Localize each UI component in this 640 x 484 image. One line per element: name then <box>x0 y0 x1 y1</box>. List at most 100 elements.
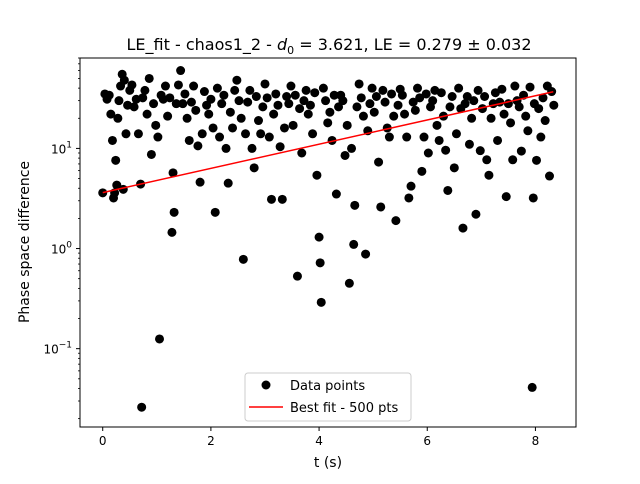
data-point <box>408 97 418 107</box>
data-point <box>327 135 337 145</box>
data-point <box>347 143 357 153</box>
data-point <box>249 163 259 173</box>
data-point <box>323 118 333 128</box>
data-point <box>358 111 368 121</box>
data-point <box>432 120 442 130</box>
data-point <box>140 85 150 95</box>
data-point <box>434 135 444 145</box>
data-point <box>284 99 294 109</box>
data-point <box>286 81 296 91</box>
data-point <box>523 126 533 136</box>
data-point <box>321 96 331 106</box>
data-point <box>508 155 518 165</box>
data-point <box>436 88 446 98</box>
data-point <box>382 123 392 133</box>
data-point <box>318 83 328 93</box>
data-point <box>273 100 283 110</box>
data-point <box>149 99 159 109</box>
x-tick-label: 8 <box>532 434 540 448</box>
data-point <box>421 89 431 99</box>
data-point <box>243 97 253 107</box>
data-point <box>195 177 205 187</box>
data-point <box>104 90 114 100</box>
data-point <box>342 120 352 130</box>
data-point <box>527 382 537 392</box>
data-point <box>275 142 285 152</box>
x-tick-label: 2 <box>207 434 215 448</box>
data-point <box>428 96 438 106</box>
title-suffix: = 3.621, LE = 0.279 ± 0.032 <box>294 35 531 54</box>
data-point <box>354 79 364 89</box>
chart-title: LE_fit - chaos1_2 - d0 = 3.621, LE = 0.2… <box>127 35 532 57</box>
data-point <box>247 143 257 153</box>
data-point <box>113 113 123 123</box>
data-point <box>127 80 137 90</box>
data-point <box>142 109 152 119</box>
data-point <box>182 113 192 123</box>
data-point <box>144 73 154 83</box>
plot-area <box>98 66 559 412</box>
data-point <box>165 93 175 103</box>
data-point <box>510 81 520 91</box>
data-point <box>371 92 381 101</box>
legend-frame <box>244 372 412 422</box>
data-point <box>260 79 270 89</box>
data-point <box>449 163 459 173</box>
data-point <box>271 89 281 99</box>
data-point <box>208 123 218 133</box>
data-point <box>153 132 163 142</box>
data-point <box>314 232 324 242</box>
data-point <box>191 105 201 115</box>
data-point <box>215 132 225 142</box>
data-point <box>501 192 511 202</box>
data-point <box>186 97 196 107</box>
data-point <box>387 89 397 99</box>
data-point <box>206 94 216 104</box>
data-point <box>171 99 181 109</box>
title-d-subscript: 0 <box>287 44 294 57</box>
data-point <box>241 129 251 139</box>
data-point <box>121 129 131 139</box>
data-point <box>528 193 538 203</box>
y-axis-label: Phase space difference <box>17 161 33 323</box>
data-point <box>160 81 170 91</box>
data-point <box>441 145 451 155</box>
data-point <box>133 129 143 139</box>
data-point <box>443 185 453 195</box>
data-point <box>391 216 401 226</box>
data-point <box>477 104 487 114</box>
data-point <box>340 150 350 160</box>
data-point <box>349 239 359 249</box>
data-point <box>536 132 546 142</box>
data-point <box>98 188 108 198</box>
data-point <box>423 148 433 158</box>
data-point <box>516 146 526 156</box>
data-point <box>106 109 116 119</box>
x-tick-label: 4 <box>315 434 323 448</box>
data-point <box>230 85 240 95</box>
data-point <box>495 97 505 107</box>
data-point <box>288 120 298 130</box>
data-point <box>534 104 544 114</box>
data-point <box>114 96 124 106</box>
data-point <box>331 189 341 199</box>
axes: 0 2 4 6 8 10−1 100 101 <box>43 57 577 448</box>
data-point <box>473 85 483 95</box>
data-point <box>532 155 542 165</box>
data-point <box>419 132 429 142</box>
title-d-symbol: d <box>277 35 288 54</box>
data-point <box>365 99 375 109</box>
data-point <box>219 90 229 100</box>
data-point <box>299 96 309 106</box>
data-point <box>178 99 188 109</box>
data-point <box>316 297 326 307</box>
data-point <box>464 139 474 149</box>
data-point <box>315 258 325 268</box>
data-point <box>262 93 272 103</box>
data-point <box>217 99 227 109</box>
data-point <box>384 132 394 142</box>
legend-label-data-points: Data points <box>290 379 365 394</box>
data-point <box>344 278 354 288</box>
data-point <box>111 155 121 165</box>
data-point <box>221 143 231 153</box>
